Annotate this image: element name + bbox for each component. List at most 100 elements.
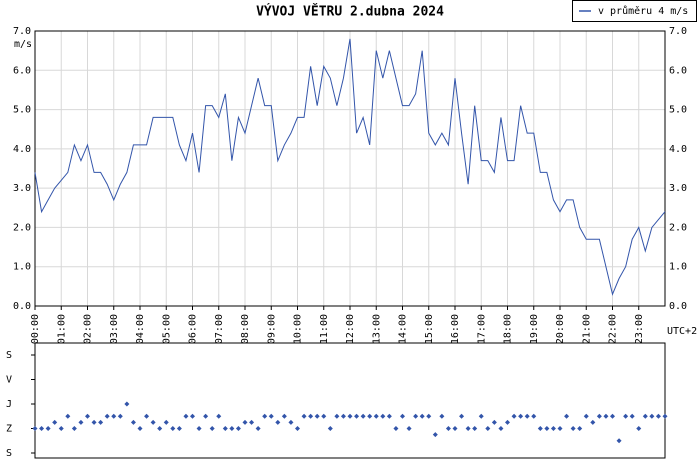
direction-point <box>45 426 51 431</box>
direction-point <box>472 426 478 431</box>
direction-point <box>590 419 596 425</box>
direction-point <box>124 401 130 407</box>
direction-point <box>340 413 346 419</box>
direction-point <box>117 413 123 419</box>
x-tick-label: 05:00 <box>161 314 172 344</box>
y-tick-label: S <box>6 448 12 459</box>
direction-point <box>78 419 84 425</box>
direction-point <box>275 419 281 425</box>
x-tick-label: 13:00 <box>371 314 382 344</box>
direction-point <box>629 413 635 419</box>
chart-title: VÝVOJ VĚTRU 2.dubna 2024 <box>256 4 444 20</box>
direction-point <box>511 413 517 419</box>
direction-point <box>537 426 543 431</box>
direction-point <box>557 426 563 431</box>
y-tick-label: 1.0 <box>13 262 31 273</box>
x-tick-label: 02:00 <box>83 314 94 344</box>
x-tick-label: 15:00 <box>424 314 435 344</box>
x-tick-label: 11:00 <box>319 314 330 344</box>
direction-point <box>570 426 576 431</box>
direction-point <box>242 419 248 425</box>
direction-point <box>636 426 642 431</box>
direction-point <box>144 413 150 419</box>
direction-point <box>662 413 668 419</box>
direction-point <box>649 413 655 419</box>
x-tick-label: 04:00 <box>135 314 146 344</box>
direction-point <box>334 413 340 419</box>
direction-point <box>505 419 510 425</box>
direction-point <box>216 413 222 419</box>
direction-point <box>71 426 77 431</box>
direction-point <box>485 426 491 431</box>
direction-point <box>498 426 504 431</box>
x-axis-label: UTC+2 <box>667 326 697 337</box>
direction-point <box>518 413 524 419</box>
y-tick-label: S <box>6 350 12 361</box>
direction-point <box>58 426 64 431</box>
y-tick-label: 5.0 <box>13 105 31 116</box>
direction-point <box>400 413 405 419</box>
y2-tick-label: 7.0 <box>669 26 687 37</box>
direction-point <box>196 426 202 431</box>
direction-point <box>176 426 182 431</box>
direction-point <box>445 426 451 431</box>
x-tick-label: 08:00 <box>240 314 251 344</box>
y-tick-label: 2.0 <box>13 222 31 233</box>
direction-point <box>104 413 110 419</box>
direction-point <box>98 419 104 425</box>
y-tick-label: 0.0 <box>13 301 31 312</box>
direction-point <box>137 426 143 431</box>
direction-point <box>452 426 458 431</box>
direction-point <box>491 419 497 425</box>
direction-point <box>91 419 97 425</box>
direction-point <box>295 426 300 431</box>
direction-point <box>393 426 399 431</box>
x-tick-label: 20:00 <box>555 314 566 344</box>
direction-point <box>308 413 314 419</box>
x-tick-label: 18:00 <box>503 314 514 344</box>
direction-point <box>380 413 386 419</box>
y2-tick-label: 4.0 <box>669 144 687 155</box>
direction-point <box>413 413 419 419</box>
direction-point <box>439 413 445 419</box>
data-line <box>34 38 666 296</box>
x-tick-label: 21:00 <box>581 314 592 344</box>
y2-tick-label: 1.0 <box>669 262 687 273</box>
x-tick-label: 17:00 <box>476 314 487 344</box>
x-tick-label: 12:00 <box>345 314 356 344</box>
y-tick-label: 7.0 <box>13 26 31 37</box>
x-tick-label: 22:00 <box>608 314 619 344</box>
x-tick-label: 19:00 <box>529 314 540 344</box>
direction-point <box>406 426 412 431</box>
direction-point <box>524 413 530 419</box>
y2-tick-label: 0.0 <box>669 301 687 312</box>
x-tick-label: 16:00 <box>450 314 461 344</box>
direction-point <box>642 413 648 419</box>
direction-point <box>655 413 661 419</box>
direction-point <box>321 413 327 419</box>
direction-point <box>603 413 609 419</box>
direction-point <box>157 426 163 431</box>
y-tick-label: 4.0 <box>13 144 31 155</box>
direction-point <box>229 426 235 431</box>
direction-point <box>610 413 615 419</box>
direction-point <box>111 413 117 419</box>
x-tick-label: 06:00 <box>188 314 199 344</box>
direction-point <box>478 413 484 419</box>
direction-point <box>616 438 622 444</box>
direction-point <box>203 413 209 419</box>
y2-tick-label: 5.0 <box>669 105 687 116</box>
direction-point <box>432 432 438 438</box>
direction-point <box>577 426 583 431</box>
direction-point <box>209 426 215 431</box>
direction-point <box>32 426 38 431</box>
direction-point <box>550 426 556 431</box>
direction-point <box>327 426 333 431</box>
x-tick-label: 10:00 <box>293 314 304 344</box>
direction-point <box>288 419 294 425</box>
y-tick-label: V <box>6 375 12 386</box>
direction-point <box>222 426 228 431</box>
y-axis-label: m/s <box>14 39 32 50</box>
y-tick-label: 3.0 <box>13 183 31 194</box>
